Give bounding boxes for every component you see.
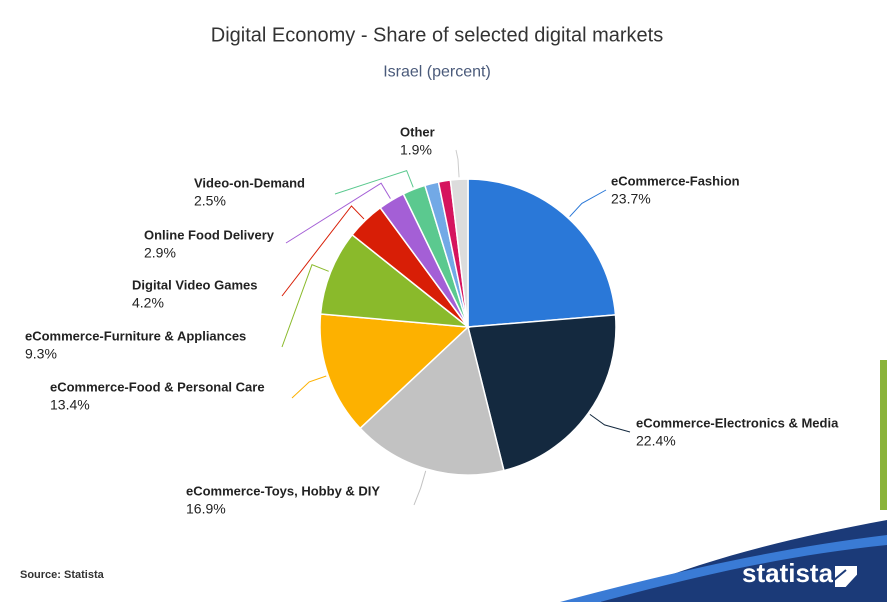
pie-slice xyxy=(319,233,471,328)
decor-strip xyxy=(880,360,887,510)
leader-line xyxy=(281,264,329,348)
source: Source: Statista xyxy=(20,569,105,581)
pie-slice xyxy=(467,178,617,328)
chart-title: Digital Economy - Share of selected digi… xyxy=(211,25,663,47)
leader-line xyxy=(334,169,414,195)
slice-value: 4.2% xyxy=(132,294,164,310)
leader-line xyxy=(285,182,391,244)
slice-value: 16.9% xyxy=(186,500,226,516)
slice-value: 13.4% xyxy=(50,396,90,412)
slice-label: Digital Video Games xyxy=(132,278,257,293)
logo: statista xyxy=(742,558,834,588)
slice-label: eCommerce-Toys, Hobby & DIY xyxy=(186,484,380,499)
slice-label: Other xyxy=(400,125,435,140)
pie-slice xyxy=(359,325,505,476)
leader-line xyxy=(569,189,607,218)
pie-slice xyxy=(449,178,469,328)
pie-slice xyxy=(319,313,470,430)
leader-line xyxy=(589,413,631,433)
slice-value: 2.9% xyxy=(144,244,176,260)
slice-value: 23.7% xyxy=(611,190,651,206)
slice-label: Video-on-Demand xyxy=(194,176,305,191)
slice-label: eCommerce-Electronics & Media xyxy=(636,416,839,431)
slice-value: 2.5% xyxy=(194,192,226,208)
slice-value: 1.9% xyxy=(400,141,432,157)
slice-value: 9.3% xyxy=(25,345,57,361)
slice-value: 22.4% xyxy=(636,432,676,448)
leader-line xyxy=(413,470,427,506)
leader-line xyxy=(281,205,365,297)
chart-subtitle: Israel (percent) xyxy=(383,63,491,80)
decor-wave xyxy=(560,535,887,602)
slice-label: eCommerce-Food & Personal Care xyxy=(50,380,265,395)
slice-label: eCommerce-Fashion xyxy=(611,174,740,189)
logo-mark xyxy=(833,564,859,589)
pie-slice xyxy=(467,314,617,472)
leader-line xyxy=(291,375,327,399)
leader-line xyxy=(455,149,460,178)
slice-label: eCommerce-Furniture & Appliances xyxy=(25,329,246,344)
slice-label: Online Food Delivery xyxy=(144,228,275,243)
